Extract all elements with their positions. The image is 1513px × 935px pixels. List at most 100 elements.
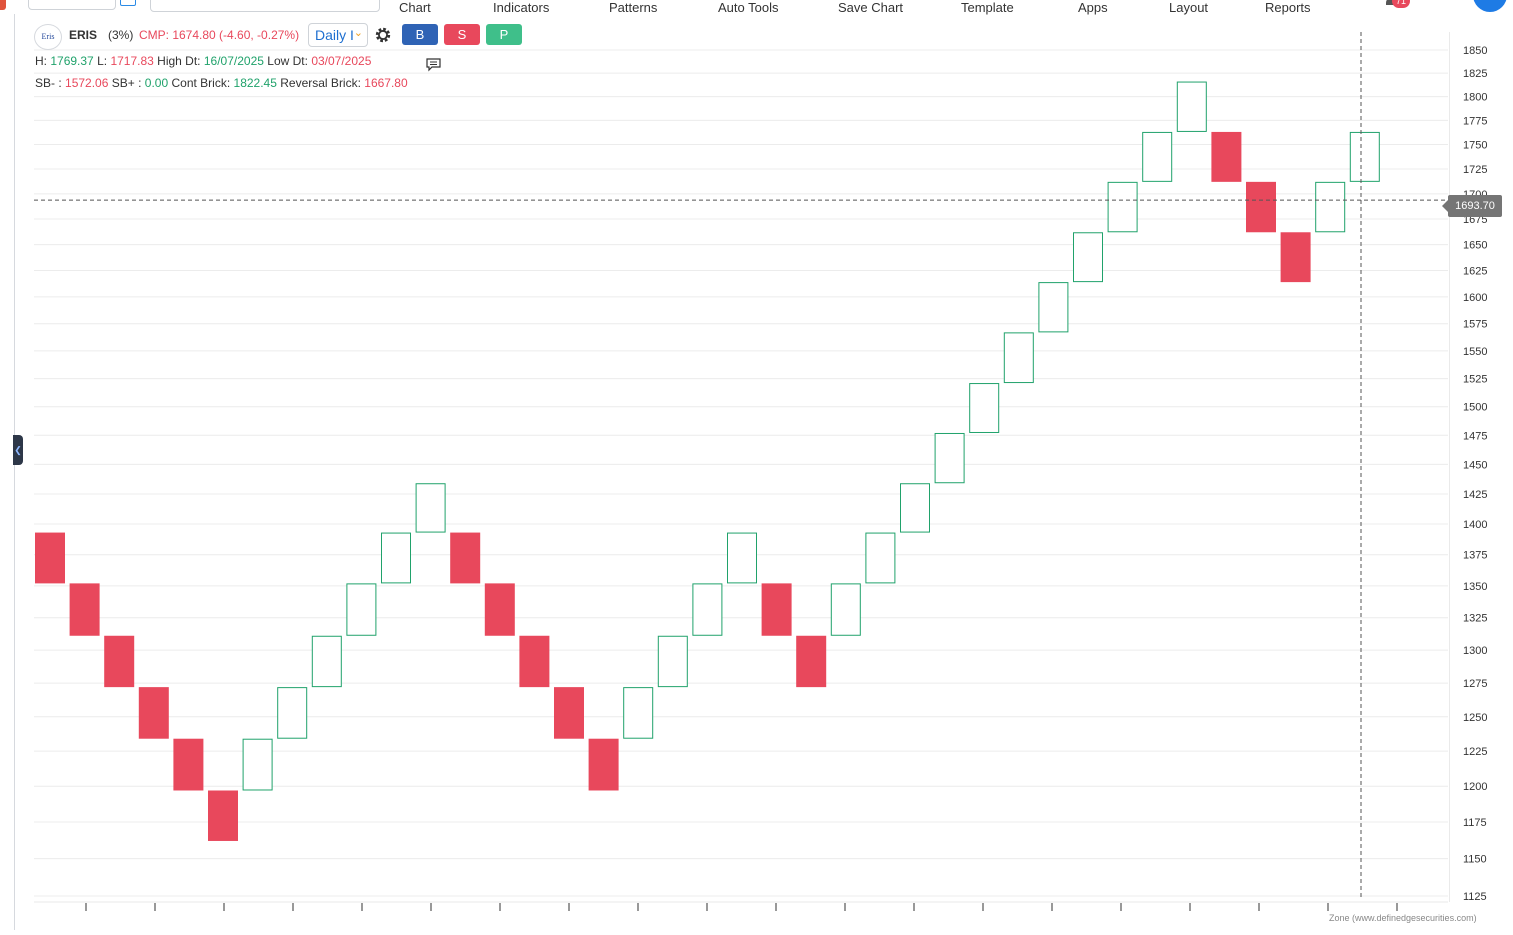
y-tick-label: 1625 (1463, 266, 1487, 278)
brick-percent: (3%) (108, 28, 134, 42)
renko-brick-down (554, 687, 584, 739)
y-tick-label: 1800 (1463, 92, 1487, 104)
high-date-label: High Dt: (157, 54, 201, 68)
gear-icon[interactable] (374, 26, 392, 44)
renko-brick-up (242, 738, 273, 791)
renko-brick-up (381, 532, 411, 584)
reversal-brick-value: 1667.80 (364, 76, 408, 90)
renko-brick-up (1073, 232, 1103, 283)
expand-panel-icon[interactable]: ❮ (13, 435, 23, 465)
low-date-value: 03/07/2025 (311, 54, 372, 68)
menu-auto-tools[interactable]: Auto Tools (718, 0, 779, 15)
renko-brick-down (519, 635, 550, 688)
y-tick-label: 1675 (1463, 214, 1487, 226)
y-tick-label: 1250 (1463, 712, 1487, 724)
low-label: L: (97, 54, 108, 68)
avatar[interactable] (1473, 0, 1507, 12)
menu-save-chart[interactable]: Save Chart (838, 0, 904, 15)
renko-brick-up (1315, 181, 1346, 233)
renko-brick-up (623, 687, 654, 739)
cont-brick-value: 1822.45 (233, 76, 277, 90)
y-tick-label: 1825 (1463, 68, 1487, 80)
renko-brick-down (104, 635, 135, 688)
renko-brick-up (900, 483, 930, 533)
symbol-name: ERIS (69, 28, 98, 42)
renko-brick-down (450, 532, 481, 584)
renko-brick-up (865, 532, 896, 584)
chevron-down-icon: ⌄ (353, 27, 363, 39)
plot-area[interactable] (33, 32, 1450, 902)
y-tick-label: 1425 (1463, 489, 1487, 501)
menu-indicators[interactable]: Indicators (493, 0, 550, 15)
renko-brick-up (1349, 131, 1380, 182)
renko-brick-down (796, 635, 827, 688)
y-tick-label: 1850 (1463, 45, 1487, 57)
crosshair-price-tag: 1693.70 (1442, 195, 1502, 217)
renko-brick-up (1142, 131, 1173, 182)
symbol-search-input[interactable] (150, 0, 380, 12)
sb-plus-label: SB+ : (111, 76, 142, 90)
high-value: 1769.37 (50, 54, 94, 68)
screen-icon[interactable] (120, 0, 136, 6)
sb-minus-value: 1572.06 (65, 76, 109, 90)
menu-patterns[interactable]: Patterns (609, 0, 658, 15)
sb-minus-label: SB- : (35, 76, 62, 90)
y-tick-label: 1350 (1463, 581, 1487, 593)
y-tick-label: 1475 (1463, 430, 1487, 442)
renko-brick-down (1280, 232, 1311, 283)
renko-brick-up (1107, 181, 1138, 233)
menu-reports[interactable]: Reports (1265, 0, 1311, 15)
exchange-select[interactable] (28, 0, 116, 10)
sell-button[interactable]: S (444, 24, 480, 45)
timeframe-label: Daily I (315, 27, 354, 43)
y-tick-label: 1775 (1463, 115, 1487, 127)
y-tick-label: 1275 (1463, 678, 1487, 690)
y-tick-label: 1525 (1463, 374, 1487, 386)
high-date-value: 16/07/2025 (203, 54, 264, 68)
menu-layout[interactable]: Layout (1169, 0, 1209, 15)
buy-button[interactable]: B (402, 24, 438, 45)
timeframe-select[interactable]: Daily I ⌄ (308, 23, 368, 47)
y-tick-label: 1300 (1463, 645, 1487, 657)
cont-brick-label: Cont Brick: (171, 76, 231, 90)
reversal-brick-label: Reversal Brick: (280, 76, 361, 90)
renko-brick-up (1038, 282, 1069, 333)
renko-brick-up (1176, 81, 1207, 132)
renko-brick-down (35, 532, 65, 584)
y-tick-label: 1150 (1463, 854, 1487, 866)
y-tick-label: 1450 (1463, 459, 1487, 471)
renko-brick-down (1246, 181, 1276, 233)
y-tick-label: 1575 (1463, 319, 1487, 331)
current-price: CMP: 1674.80 (-4.60, -0.27%) (139, 28, 300, 42)
y-tick-label: 1650 (1463, 240, 1487, 252)
renko-brick-down (484, 583, 515, 636)
menu-apps[interactable]: Apps (1078, 0, 1108, 15)
renko-brick-up (969, 383, 1000, 433)
renko-brick-up (1003, 332, 1034, 384)
y-tick-label: 1175 (1463, 817, 1487, 829)
renko-brick-down (1211, 131, 1242, 182)
renko-brick-down (761, 583, 792, 636)
renko-brick-up (311, 635, 342, 688)
p-button[interactable]: P (486, 24, 522, 45)
renko-brick-up (415, 483, 446, 533)
menu-chart[interactable]: Chart (399, 0, 431, 15)
notification-badge: 71 (1392, 0, 1410, 8)
stats-row-1: H: 1769.37 L: 1717.83 High Dt: 16/07/202… (35, 54, 371, 68)
y-tick-label: 1375 (1463, 550, 1487, 562)
y-tick-label: 1325 (1463, 613, 1487, 625)
comment-icon[interactable] (425, 57, 442, 72)
sb-plus-value: 0.00 (144, 76, 169, 90)
symbol-logo: Eris (34, 24, 62, 50)
y-tick-label: 1750 (1463, 140, 1487, 152)
high-label: H: (35, 54, 47, 68)
menu-template[interactable]: Template (961, 0, 1014, 15)
renko-brick-down (138, 687, 169, 739)
renko-brick-down (69, 583, 100, 636)
renko-brick-up (830, 583, 861, 636)
app-logo-icon[interactable] (0, 0, 6, 10)
renko-brick-up (346, 583, 377, 636)
y-tick-label: 1400 (1463, 519, 1487, 531)
low-value: 1717.83 (110, 54, 154, 68)
